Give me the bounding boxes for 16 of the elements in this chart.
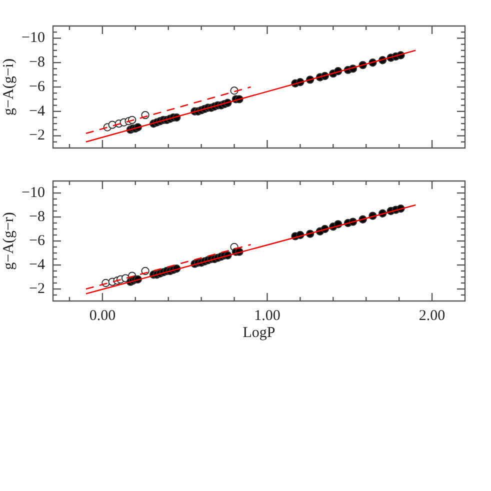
y-tick-label: −8 (29, 208, 45, 225)
x-tick-label: 1.00 (254, 308, 280, 324)
y-tick-label: −10 (22, 184, 45, 201)
y-tick-label: −4 (29, 103, 46, 120)
y-tick-label: −6 (29, 232, 46, 249)
y-axis-title: g−A(g−r) (0, 212, 17, 270)
y-tick-label: −2 (29, 280, 45, 297)
y-tick-label: −6 (29, 78, 46, 95)
y-axis-title: g−A(g−i) (0, 58, 17, 116)
y-tick-label: −4 (29, 256, 46, 273)
y-tick-label: −8 (29, 54, 45, 71)
y-tick-label: −10 (22, 30, 45, 46)
y-tick-label: −2 (29, 128, 45, 144)
x-axis-title: LogP (242, 324, 276, 341)
x-tick-label: 2.00 (418, 308, 446, 324)
x-tick-label: 0.00 (89, 308, 116, 324)
